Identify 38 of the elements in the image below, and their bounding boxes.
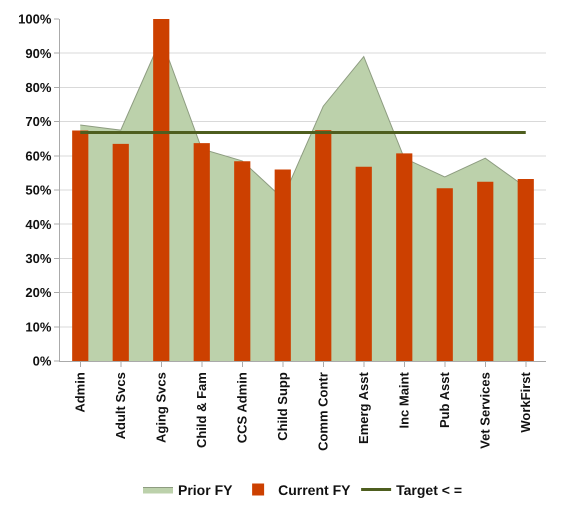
y-tick-label: 50% xyxy=(25,182,52,198)
bar xyxy=(234,161,250,361)
x-tick-label: Pub Asst xyxy=(436,372,452,428)
y-tick-label: 100% xyxy=(18,12,52,27)
x-tick-label: Comm Contr xyxy=(315,372,330,451)
x-tick-label: Admin xyxy=(72,372,88,413)
x-tick-label: Aging Svcs xyxy=(153,372,168,443)
x-tick-label: WorkFirst xyxy=(518,372,533,433)
bar xyxy=(274,169,291,361)
bar xyxy=(356,166,372,361)
bar xyxy=(315,130,332,361)
bar xyxy=(72,130,88,361)
bar xyxy=(436,188,453,361)
y-tick-label: 70% xyxy=(25,114,52,130)
x-tick-label: Child Supp xyxy=(274,372,290,441)
x-tick-label: Child & Fam xyxy=(194,372,209,448)
x-tick-label: Vet Services xyxy=(477,372,492,449)
y-tick-label: 40% xyxy=(25,216,52,232)
x-tick-label: Emerg Asst xyxy=(356,372,371,444)
bar xyxy=(153,19,170,361)
y-tick-label: 80% xyxy=(25,80,52,95)
bar xyxy=(518,179,534,361)
legend-label: Prior FY xyxy=(178,482,234,498)
bar xyxy=(194,143,210,361)
legend-label: Current FY xyxy=(278,482,352,498)
y-tick-label: 0% xyxy=(32,354,52,369)
bar xyxy=(477,182,494,361)
bar xyxy=(396,153,412,361)
x-tick-label: Inc Maint xyxy=(396,372,412,429)
x-tick-label: Adult Svcs xyxy=(112,372,128,440)
y-tick-label: 10% xyxy=(25,319,52,334)
y-tick-label: 20% xyxy=(25,285,52,300)
bar xyxy=(112,144,129,361)
y-tick-label: 30% xyxy=(25,250,52,266)
legend-label: Target < = xyxy=(396,482,462,498)
y-tick-label: 60% xyxy=(25,148,52,164)
x-tick-label: CCS Admin xyxy=(234,372,250,444)
y-tick-label: 90% xyxy=(25,46,52,61)
